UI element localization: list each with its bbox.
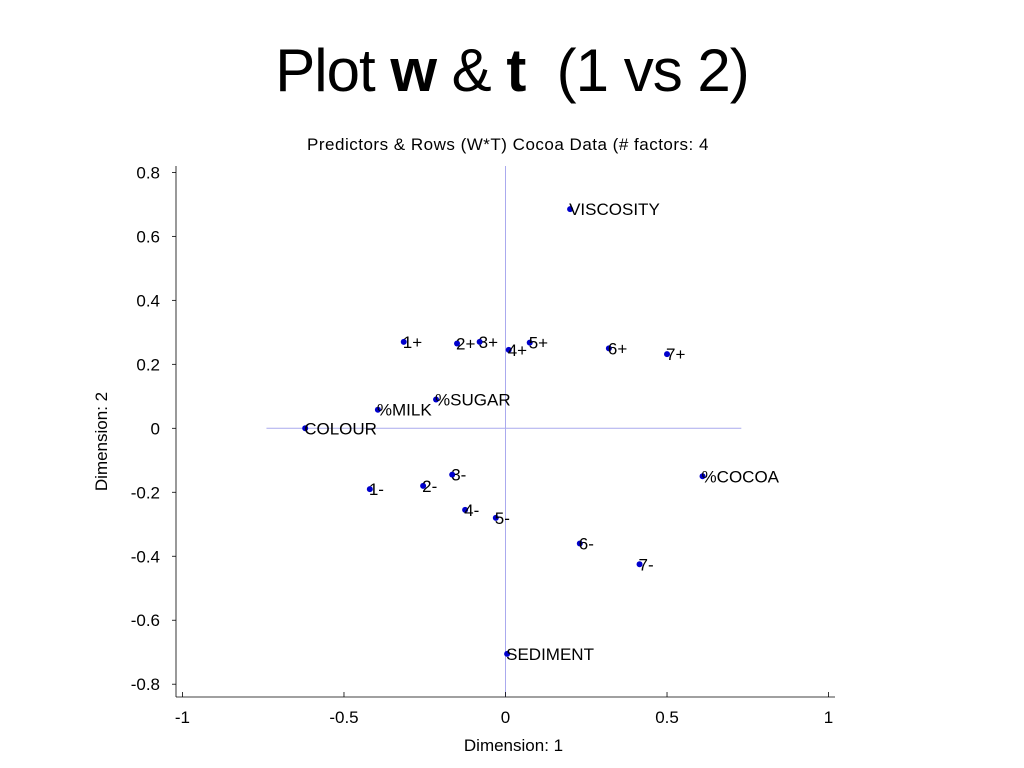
slide-title: Plot w & t (1 vs 2) — [0, 36, 1024, 105]
slide-title-w: w — [390, 37, 437, 104]
data-point — [462, 506, 469, 513]
data-point — [420, 482, 427, 489]
data-point — [449, 471, 456, 478]
point-label: 4+ — [508, 341, 527, 360]
point-label: SEDIMENT — [506, 645, 594, 664]
point-label: 5+ — [529, 334, 548, 353]
slide-title-amp: & — [436, 37, 507, 104]
point-label: 4- — [464, 501, 479, 520]
data-point — [505, 346, 512, 353]
data-point — [699, 473, 706, 480]
point-label: VISCOSITY — [569, 200, 660, 219]
point-label: 2- — [422, 477, 437, 496]
y-tick-label: -0.8 — [131, 675, 160, 694]
data-point — [567, 206, 574, 213]
x-tick-label: -0.5 — [329, 708, 358, 727]
point-label: 6- — [579, 534, 594, 553]
chart-title: Predictors & Rows (W*T) Cocoa Data (# fa… — [307, 135, 709, 154]
point-label: 7+ — [666, 345, 685, 364]
point-label: 2+ — [456, 335, 475, 354]
data-point — [605, 345, 612, 352]
point-label: 5- — [495, 509, 510, 528]
y-tick-label: 0.4 — [136, 291, 160, 310]
data-point — [526, 339, 533, 346]
data-point — [302, 425, 309, 432]
data-point — [366, 486, 373, 493]
data-point — [374, 406, 381, 413]
slide-title-prefix: Plot — [275, 37, 391, 104]
point-label: 6+ — [608, 339, 627, 358]
slide-title-suffix: (1 vs 2) — [525, 37, 750, 104]
y-tick-label: 0.6 — [136, 227, 160, 246]
x-tick-label: 0 — [501, 708, 510, 727]
y-tick-label: -0.4 — [131, 547, 160, 566]
point-label: 1- — [369, 480, 384, 499]
point-label: %COCOA — [702, 467, 780, 486]
data-point — [504, 650, 511, 657]
y-tick-label: -0.2 — [131, 483, 160, 502]
x-axis-label: Dimension: 1 — [464, 736, 563, 755]
y-tick-label: 0 — [151, 419, 160, 438]
point-label: 3- — [451, 466, 466, 485]
point-label: 3+ — [479, 333, 498, 352]
y-tick-label: 0.8 — [136, 163, 160, 182]
point-label: 1+ — [403, 333, 422, 352]
data-point — [492, 514, 499, 521]
data-point — [476, 338, 483, 345]
x-tick-label: -1 — [175, 708, 190, 727]
slide-title-t: t — [506, 37, 526, 104]
point-label: %SUGAR — [435, 391, 511, 410]
x-tick-label: 0.5 — [655, 708, 679, 727]
point-label: COLOUR — [304, 419, 377, 438]
data-point — [433, 396, 440, 403]
data-point — [454, 340, 461, 347]
x-tick-label: 1 — [824, 708, 833, 727]
point-label: 7- — [639, 555, 654, 574]
y-axis-label: Dimension: 2 — [92, 392, 111, 491]
y-tick-label: 0.2 — [136, 355, 160, 374]
data-point — [400, 338, 407, 345]
point-label: %MILK — [377, 401, 432, 420]
data-point — [576, 540, 583, 547]
y-tick-label: -0.6 — [131, 611, 160, 630]
data-point — [664, 351, 671, 358]
data-point — [636, 561, 643, 568]
